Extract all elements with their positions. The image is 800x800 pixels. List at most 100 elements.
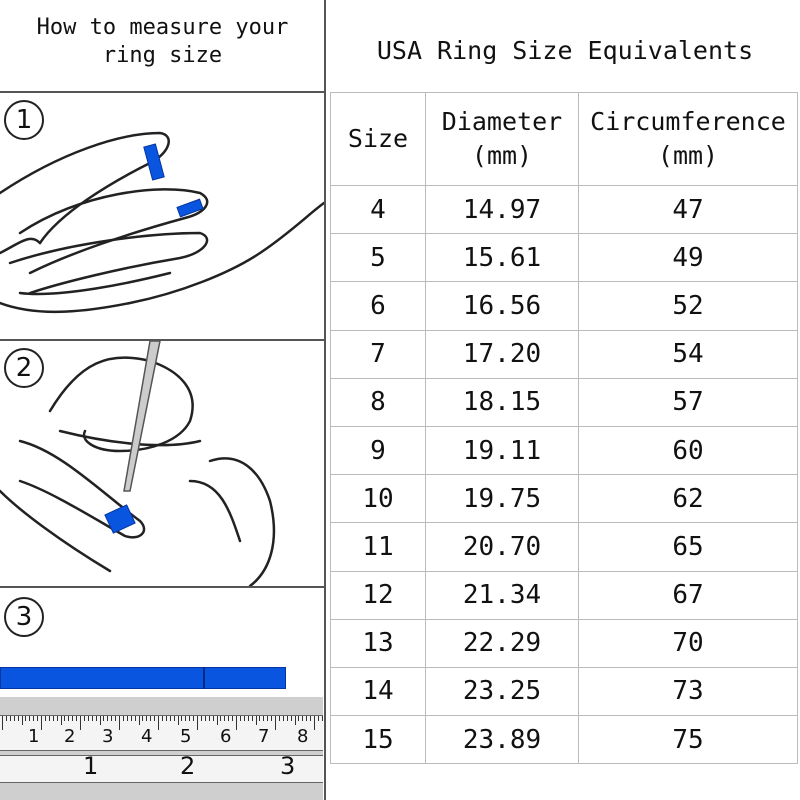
ruler-tick: [48, 716, 50, 721]
ruler-tick: [193, 716, 195, 721]
cell-circumference: 65: [578, 522, 798, 572]
ruler-inch-scale: 1 2 3: [0, 752, 323, 783]
ruler-tick: [91, 716, 93, 721]
measuring-tape-strip: [0, 667, 286, 689]
ruler-tick: [17, 716, 19, 721]
cm-label: 2: [64, 726, 76, 747]
ruler-tick: [267, 716, 269, 721]
ruler-tick: [95, 716, 97, 721]
ruler-tick: [282, 716, 284, 721]
header-diameter: Diameter (mm): [425, 92, 579, 186]
cell-diameter: 14.97: [425, 184, 579, 235]
cell-size: 8: [330, 377, 426, 427]
ruler-tick: [173, 716, 175, 721]
ruler-tick: [103, 716, 105, 721]
ruler-tick: [80, 716, 81, 730]
hand-wrap-illustration: [0, 131, 324, 314]
cell-diameter: 21.34: [425, 570, 579, 620]
ruler-tick: [243, 716, 245, 721]
cell-size: 4: [330, 184, 426, 235]
ruler-tick: [208, 716, 210, 721]
ruler-tick: [224, 716, 226, 721]
ruler-tick: [60, 716, 62, 725]
inch-label: 2: [180, 752, 196, 780]
ruler-tick: [161, 716, 163, 721]
ruler-tick: [126, 716, 128, 721]
cm-label: 3: [102, 726, 114, 747]
cell-circumference: 62: [578, 474, 798, 524]
table-header-row: Size Diameter (mm) Circumference (mm): [330, 92, 798, 186]
cm-label: 8: [297, 726, 309, 747]
ruler-tick: [228, 716, 230, 721]
title-line: How to measure your: [36, 15, 289, 40]
header-size: Size: [330, 92, 426, 186]
ruler-tick: [76, 716, 78, 721]
ruler-tick: [239, 716, 241, 721]
ruler-tick: [317, 716, 319, 721]
divider: [0, 339, 325, 341]
ruler-tick: [236, 716, 237, 730]
ruler-tick: [321, 716, 323, 721]
ruler-tick: [189, 716, 191, 721]
cm-label: 5: [180, 726, 192, 747]
ruler-tick: [271, 716, 273, 721]
table-row: 15 23.89 75: [330, 715, 798, 765]
table-row: 11 20.70 65: [330, 522, 798, 572]
ruler-tick: [158, 716, 159, 730]
table-title: USA Ring Size Equivalents: [376, 36, 754, 65]
title-line: ring size: [102, 43, 223, 68]
ruler-tick: [56, 716, 58, 721]
cm-label: 7: [258, 726, 270, 747]
ruler-tick: [220, 716, 222, 721]
header-text: Diameter: [441, 107, 563, 136]
ruler-tick: [72, 716, 74, 721]
cm-label: 4: [141, 726, 153, 747]
cell-diameter: 20.70: [425, 522, 579, 572]
ruler-tick: [83, 716, 85, 721]
ruler-tick: [165, 716, 167, 721]
ruler-tick: [204, 716, 206, 721]
ruler-tick: [232, 716, 234, 721]
cell-circumference: 47: [578, 184, 798, 235]
ruler-tick: [247, 716, 249, 721]
cell-size: 14: [330, 666, 426, 717]
ruler-tick: [119, 716, 120, 730]
ruler-tick: [99, 716, 101, 725]
ruler-tick: [115, 716, 117, 721]
ruler-tick: [5, 716, 7, 721]
cell-size: 7: [330, 329, 426, 379]
ruler-tick: [310, 716, 312, 721]
ruler-tick: [177, 716, 179, 725]
ruler-tick: [25, 716, 27, 721]
header-unit: (mm): [657, 141, 719, 170]
ruler-tick: [286, 716, 288, 721]
ruler-tick: [52, 716, 54, 721]
table-row: 6 16.56 52: [330, 281, 798, 331]
table-row: 4 14.97 47: [330, 184, 798, 235]
ruler: 1 2 3 4 5 6 7 8 1 2 3: [0, 697, 323, 800]
cell-diameter: 15.61: [425, 233, 579, 283]
ruler-tick: [185, 716, 187, 721]
ruler-tick: [278, 716, 280, 721]
ruler-cm-scale: 1 2 3 4 5 6 7 8: [0, 715, 323, 751]
cell-diameter: 16.56: [425, 281, 579, 331]
table-row: 9 19.11 60: [330, 425, 798, 476]
cell-size: 13: [330, 618, 426, 668]
cell-diameter: 19.11: [425, 425, 579, 476]
ruler-tick: [302, 716, 304, 721]
cell-size: 9: [330, 425, 426, 476]
table-row: 12 21.34 67: [330, 570, 798, 620]
cell-diameter: 22.29: [425, 618, 579, 668]
divider: [0, 586, 325, 588]
ruler-tick: [275, 716, 276, 730]
ruler-tick: [13, 716, 15, 721]
table-row: 14 23.25 73: [330, 666, 798, 717]
ruler-tick: [122, 716, 124, 721]
cell-diameter: 18.15: [425, 377, 579, 427]
cm-label: 6: [220, 726, 232, 747]
table-row: 7 17.20 54: [330, 329, 798, 379]
cell-size: 10: [330, 474, 426, 524]
ruler-tick: [294, 716, 296, 725]
ruler-tick: [298, 716, 300, 721]
ruler-tick: [146, 716, 148, 721]
